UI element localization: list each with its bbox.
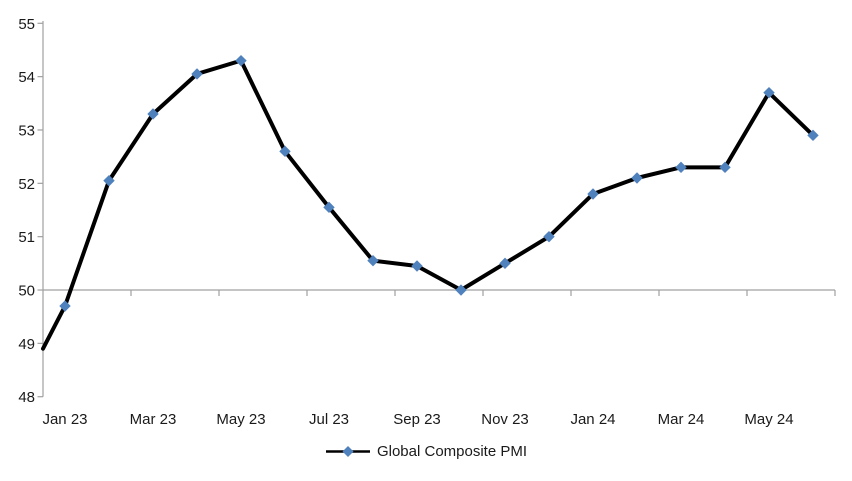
x-tick-label: Sep 23 [393, 411, 441, 428]
data-point-marker [587, 188, 599, 200]
x-tick-label: Nov 23 [481, 411, 529, 428]
data-point-marker [103, 174, 115, 187]
data-point-marker [59, 300, 71, 312]
data-point-marker [675, 161, 687, 174]
y-tick-label: 55 [18, 16, 35, 33]
x-tick-label: May 23 [216, 411, 265, 428]
y-tick-label: 50 [18, 283, 35, 300]
data-point-marker [323, 201, 335, 214]
data-point-marker [367, 254, 379, 267]
data-point-marker [455, 284, 467, 296]
y-tick-label: 52 [18, 176, 35, 193]
x-tick-label: Jul 23 [309, 411, 349, 428]
x-tick-label: May 24 [744, 411, 793, 428]
data-point-marker [543, 230, 555, 243]
pmi-series-line [41, 58, 815, 351]
data-point-marker [719, 161, 731, 174]
y-tick-label: 51 [18, 229, 35, 246]
legend-line-marker-icon [325, 445, 370, 457]
data-point-marker [807, 129, 819, 142]
y-tick-label: 49 [18, 336, 35, 353]
y-tick-label: 53 [18, 122, 35, 139]
data-point-marker [191, 68, 203, 80]
data-point-marker [763, 86, 775, 99]
x-tick-label: Mar 23 [130, 411, 177, 428]
x-tick-label: Jan 23 [42, 411, 87, 428]
y-tick-label: 48 [18, 389, 35, 406]
x-tick-label: Mar 24 [658, 411, 705, 428]
data-point-marker [499, 257, 511, 270]
data-point-marker [631, 172, 643, 184]
data-point-marker [235, 54, 247, 67]
x-tick-label: Jan 24 [570, 411, 615, 428]
data-point-marker [147, 108, 159, 120]
legend-label: Global Composite PMI [376, 442, 528, 460]
data-point-marker [279, 145, 291, 158]
data-point-marker [411, 260, 423, 272]
chart-legend: Global Composite PMI [0, 440, 852, 462]
y-tick-label: 54 [18, 69, 35, 86]
